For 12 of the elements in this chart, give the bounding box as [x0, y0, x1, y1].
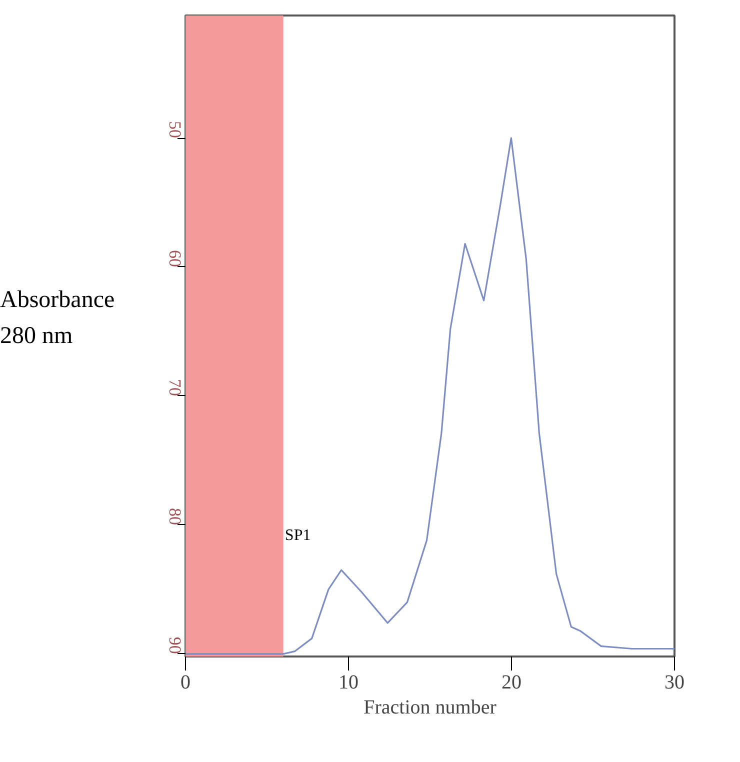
y-tick-label: 70 [166, 378, 184, 396]
y-tick-label: 60 [166, 250, 184, 267]
x-tick-label: 10 [338, 672, 358, 694]
annotation: SP1 [284, 526, 311, 544]
y-tick-label: 90 [166, 636, 184, 654]
y-tick-label: 80 [166, 508, 184, 525]
x-tick-label: 0 [180, 672, 190, 694]
y-tick-label: 50 [166, 121, 184, 138]
x-tick-label: 20 [502, 672, 522, 694]
y-axis-title: Absorbance 280 nm [0, 286, 116, 351]
x-axis-title: Fraction number [364, 696, 497, 718]
x-tick-label: 30 [664, 672, 684, 694]
